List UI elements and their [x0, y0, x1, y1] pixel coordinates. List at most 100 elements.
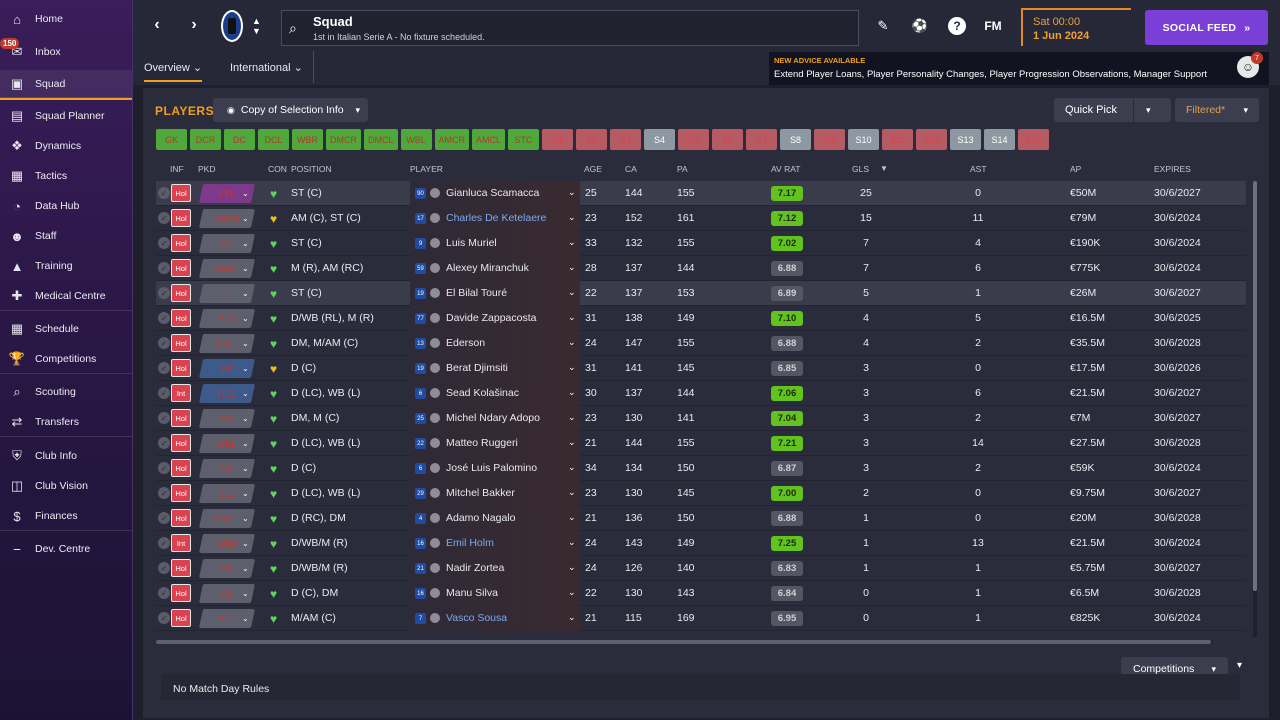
horizontal-scrollbar[interactable]	[156, 640, 1212, 644]
sidebar-item-club-info[interactable]: ⛨ Club Info	[0, 441, 132, 471]
chevron-down-icon[interactable]: ⌄	[568, 312, 576, 322]
select-toggle[interactable]: ✓	[158, 337, 170, 349]
tab-international[interactable]: International ⌄	[230, 61, 303, 74]
select-toggle[interactable]: ✓	[158, 287, 170, 299]
picked-position-dropdown[interactable]: S2 ⌄	[198, 459, 256, 478]
chevron-down-icon[interactable]: ▾	[1146, 104, 1151, 115]
picked-position-dropdown[interactable]: AMCR ⌄	[198, 209, 256, 228]
scrollbar-thumb[interactable]	[1253, 181, 1257, 591]
select-toggle[interactable]: ✓	[158, 412, 170, 424]
player-cell[interactable]: 19 El Bilal Touré ⌄	[410, 281, 580, 306]
sidebar-item-inbox[interactable]: ✉ Inbox	[0, 37, 132, 67]
position-chip[interactable]: S5	[678, 129, 710, 150]
position-chip[interactable]: DMCR	[326, 129, 361, 150]
chevron-down-icon[interactable]: ⌄	[568, 512, 576, 522]
player-name[interactable]: Charles De Ketelaere	[446, 212, 547, 224]
player-name[interactable]: Michel Ndary Adopo	[446, 412, 540, 424]
player-cell[interactable]: 19 Berat Djimsiti ⌄	[410, 356, 580, 381]
club-badge-icon[interactable]	[221, 10, 243, 42]
player-cell[interactable]: 9 Luis Muriel ⌄	[410, 231, 580, 256]
position-chip[interactable]: S1	[542, 129, 574, 150]
fm-logo[interactable]: FM	[984, 19, 1002, 33]
chevron-down-icon[interactable]: ⌄	[568, 612, 576, 622]
date-display[interactable]: Sat 00:00 1 Jun 2024	[1021, 8, 1131, 46]
sidebar-item-tactics[interactable]: ▦ Tactics	[0, 161, 132, 191]
picked-position-dropdown[interactable]: AMCL ⌄	[198, 259, 256, 278]
picked-position-dropdown[interactable]: S6 ⌄	[198, 559, 256, 578]
table-row[interactable]: ✓ Hol AMCR ⌄ ♥ AM (C), ST (C) 17 Charles De Ket…	[156, 206, 1246, 231]
select-toggle[interactable]: ✓	[158, 562, 170, 574]
chevron-down-icon[interactable]: ⌄	[568, 587, 576, 597]
filter-button[interactable]: Filtered* ▾	[1175, 98, 1259, 122]
sidebar-item-dev-centre[interactable]: ⎯ Dev. Centre	[0, 534, 132, 564]
chevron-down-icon[interactable]: ⌄	[568, 237, 576, 247]
col-pkd[interactable]: PKD	[198, 164, 216, 174]
position-chip[interactable]: S6	[712, 129, 744, 150]
player-name[interactable]: Alexey Miranchuk	[446, 262, 529, 274]
col-player[interactable]: PLAYER	[410, 164, 443, 174]
picked-position-dropdown[interactable]: S7 ⌄	[198, 234, 256, 253]
player-cell[interactable]: 29 Mitchel Bakker ⌄	[410, 481, 580, 506]
position-chip[interactable]: S4	[644, 129, 676, 150]
sidebar-item-dynamics[interactable]: ❖ Dynamics	[0, 131, 132, 161]
player-name[interactable]: Sead Kolašinac	[446, 387, 519, 399]
col-ap[interactable]: AP	[1070, 164, 1082, 174]
position-chip[interactable]: GK	[156, 129, 187, 150]
edit-icon[interactable]: ✎	[877, 18, 889, 33]
table-row[interactable]: ✓ Hol S2 ⌄ ♥ D (C) 6 José Luis Palomino ⌄ 34 134 15…	[156, 456, 1246, 481]
view-selector[interactable]: ◉ Copy of Selection Info ▾	[213, 98, 368, 122]
position-chip[interactable]: AMCL	[472, 129, 506, 150]
scrollbar-thumb[interactable]	[156, 640, 1211, 644]
sidebar-item-club-vision[interactable]: ◫ Club Vision	[0, 471, 132, 501]
sidebar-item-home[interactable]: ⌂ Home	[0, 4, 132, 34]
player-name[interactable]: Davide Zappacosta	[446, 312, 537, 324]
select-toggle[interactable]: ✓	[158, 387, 170, 399]
table-row[interactable]: ✓ Hol WBL ⌄ ♥ D (LC), WB (L) 22 Matteo Ruggeri ⌄…	[156, 431, 1246, 456]
chevron-down-icon[interactable]: ⌄	[568, 212, 576, 222]
col-ca[interactable]: CA	[625, 164, 637, 174]
club-switch-icon[interactable]: ▲ ▼	[252, 16, 261, 36]
player-name[interactable]: Nadir Zortea	[446, 562, 505, 574]
player-name[interactable]: Manu Silva	[446, 587, 498, 599]
select-toggle[interactable]: ✓	[158, 587, 170, 599]
position-chip[interactable]: S7	[746, 129, 778, 150]
help-icon[interactable]: ?	[948, 17, 966, 35]
picked-position-dropdown[interactable]: DC ⌄	[198, 359, 256, 378]
table-row[interactable]: ✓ Hol S8 ⌄ ♥ D (C), DM 16 Manu Silva ⌄ 22 130 143 6.…	[156, 581, 1246, 606]
chevron-down-icon[interactable]: ⌄	[568, 337, 576, 347]
picked-position-dropdown[interactable]: DM... ⌄	[198, 334, 256, 353]
chevron-down-icon[interactable]: ⌄	[568, 262, 576, 272]
col-age[interactable]: AGE	[584, 164, 602, 174]
player-name[interactable]: Vasco Sousa	[446, 612, 508, 624]
select-toggle[interactable]: ✓	[158, 187, 170, 199]
position-chip[interactable]: S3	[610, 129, 642, 150]
picked-position-dropdown[interactable]: DMCL ⌄	[198, 509, 256, 528]
chevron-down-icon[interactable]: ⌄	[568, 387, 576, 397]
select-toggle[interactable]: ✓	[158, 212, 170, 224]
chevron-down-icon[interactable]: ⌄	[568, 487, 576, 497]
position-chip[interactable]: DMCL	[364, 129, 398, 150]
position-chip[interactable]: S11	[882, 129, 914, 150]
quick-pick-button[interactable]: Quick Pick ▾	[1054, 98, 1171, 122]
chevron-down-icon[interactable]: ⌄	[568, 462, 576, 472]
player-name[interactable]: Berat Djimsiti	[446, 362, 508, 374]
position-chip[interactable]: WBR	[292, 129, 323, 150]
player-cell[interactable]: 21 Nadir Zortea ⌄	[410, 556, 580, 581]
chevron-down-icon[interactable]: ⌄	[568, 537, 576, 547]
picked-position-dropdown[interactable]: S8 ⌄	[198, 584, 256, 603]
col-ast[interactable]: AST	[970, 164, 987, 174]
col-expires[interactable]: EXPIRES	[1154, 164, 1191, 174]
position-chip[interactable]: STC	[508, 129, 540, 150]
player-name[interactable]: Adamo Nagalo	[446, 512, 516, 524]
chevron-down-icon[interactable]: ▾	[1237, 660, 1243, 671]
player-name[interactable]: Mitchel Bakker	[446, 487, 515, 499]
player-name[interactable]: Ederson	[446, 337, 486, 349]
table-row[interactable]: ✓ Hol S7 ⌄ ♥ ST (C) 9 Luis Muriel ⌄ 33 132 155 7.02 7…	[156, 231, 1246, 256]
chevron-down-icon[interactable]: ⌄	[568, 187, 576, 197]
position-chip[interactable]: DC	[224, 129, 255, 150]
player-cell[interactable]: 16 Manu Silva ⌄	[410, 581, 580, 606]
position-chip[interactable]: S9	[814, 129, 846, 150]
picked-position-dropdown[interactable]: WBR ⌄	[198, 534, 256, 553]
select-toggle[interactable]: ✓	[158, 437, 170, 449]
player-name[interactable]: El Bilal Touré	[446, 287, 508, 299]
